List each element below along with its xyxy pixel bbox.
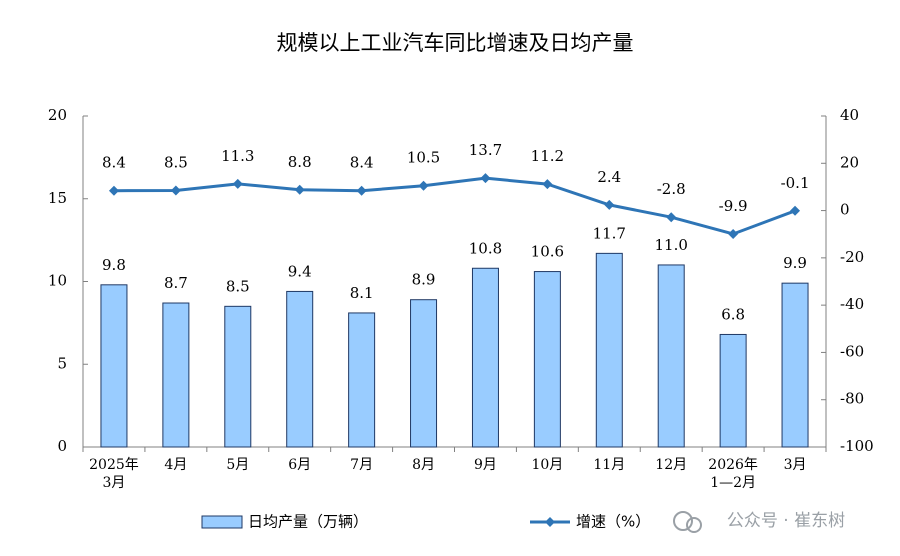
x-tick-label: 10月 — [531, 457, 563, 473]
bar-value-label: 9.8 — [102, 256, 126, 274]
line-value-label: 11.3 — [221, 147, 254, 165]
bar — [595, 252, 623, 448]
y2-tick-label: -20 — [840, 248, 864, 266]
line-value-label: 8.4 — [350, 154, 374, 172]
bar — [410, 299, 438, 448]
bar — [224, 305, 252, 448]
bar — [657, 264, 685, 448]
y-tick-label: 20 — [48, 106, 67, 124]
bar-value-label: 10.6 — [531, 243, 564, 261]
line — [113, 176, 796, 236]
y2-tick-label: -100 — [840, 437, 874, 455]
line-value-label: -9.9 — [719, 197, 748, 215]
bar — [471, 267, 499, 448]
x-tick-label: 6月 — [288, 457, 311, 473]
line-value-label: -2.8 — [657, 180, 686, 198]
line-marker — [542, 179, 553, 190]
line-value-label: 13.7 — [469, 141, 502, 159]
line-marker — [108, 185, 119, 196]
bar — [719, 333, 747, 448]
line-marker — [232, 178, 243, 189]
bar — [286, 290, 314, 448]
bar-value-label: 8.1 — [350, 284, 374, 302]
line-value-label: -0.1 — [781, 174, 810, 192]
bar — [162, 302, 190, 448]
x-tick-label: 4月 — [164, 457, 187, 473]
x-tick-label: 2026年 1—2月 — [708, 457, 758, 491]
bar-value-label: 6.8 — [721, 305, 745, 323]
line-marker — [790, 205, 801, 216]
bar-value-label: 11.7 — [593, 224, 626, 242]
x-tick-label: 8月 — [412, 457, 435, 473]
y-tick-label: 10 — [48, 272, 67, 290]
x-tick-label: 3月 — [784, 457, 807, 473]
watermark-icon — [673, 511, 702, 533]
legend-label: 日均产量（万辆） — [248, 513, 368, 531]
line-marker — [170, 185, 181, 196]
y2-tick-label: 0 — [840, 201, 850, 219]
line-value-label: 8.5 — [164, 153, 188, 171]
bar — [781, 282, 809, 448]
legend-marker — [545, 517, 555, 527]
legend-label: 增速（%） — [576, 513, 650, 531]
line-value-label: 11.2 — [531, 147, 564, 165]
bar — [100, 284, 128, 448]
y-tick-label: 0 — [57, 437, 67, 455]
bar — [533, 271, 561, 448]
y-tick-label: 5 — [57, 354, 67, 372]
bar-value-label: 8.5 — [226, 277, 250, 295]
bar-value-label: 9.9 — [783, 254, 807, 272]
x-tick-label: 9月 — [474, 457, 497, 473]
line-marker — [294, 184, 305, 195]
line-value-label: 10.5 — [407, 149, 440, 167]
line-marker — [356, 185, 367, 196]
y2-tick-label: 40 — [840, 106, 859, 124]
line-marker — [480, 173, 491, 184]
line-value-label: 2.4 — [597, 168, 621, 186]
line-marker — [418, 180, 429, 191]
line-marker — [728, 228, 739, 239]
y-tick-label: 15 — [48, 189, 67, 207]
bar-value-label: 10.8 — [469, 239, 502, 257]
x-tick-label: 12月 — [655, 457, 687, 473]
bar-value-label: 9.4 — [288, 262, 312, 280]
y2-tick-label: -80 — [840, 390, 864, 408]
line-value-label: 8.4 — [102, 154, 126, 172]
line-marker — [666, 212, 677, 223]
x-tick-label: 5月 — [226, 457, 249, 473]
legend-swatch — [201, 515, 243, 529]
x-tick-label: 7月 — [350, 457, 373, 473]
y2-tick-label: 20 — [840, 153, 859, 171]
chart-title: 规模以上工业汽车同比增速及日均产量 — [277, 31, 634, 55]
line-marker — [604, 199, 615, 210]
y2-tick-label: -60 — [840, 342, 864, 360]
bar-value-label: 11.0 — [655, 236, 688, 254]
bar-value-label: 8.7 — [164, 274, 188, 292]
y2-tick-label: -40 — [840, 295, 864, 313]
x-tick-label: 11月 — [593, 457, 625, 473]
x-tick-label: 2025年 3月 — [89, 457, 139, 491]
line-value-label: 8.8 — [288, 153, 312, 171]
bar — [348, 312, 376, 448]
bar-value-label: 8.9 — [412, 271, 436, 289]
watermark: 公众号 · 崔东树 — [727, 511, 845, 531]
